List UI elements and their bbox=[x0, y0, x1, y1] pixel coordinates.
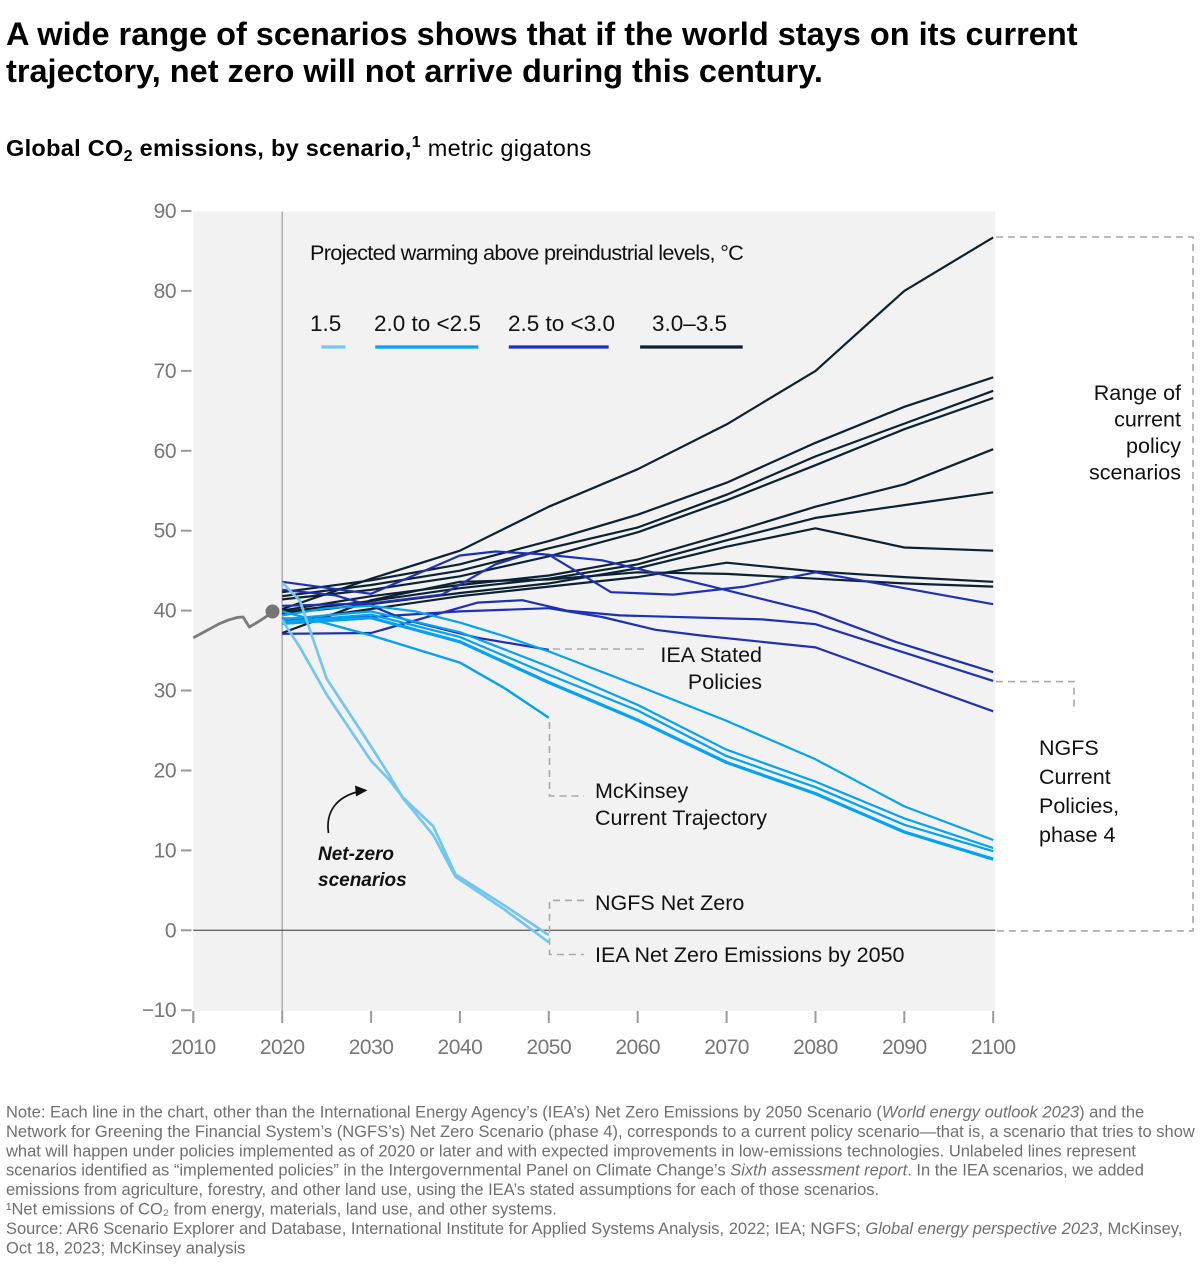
svg-text:policy: policy bbox=[1126, 434, 1181, 458]
svg-text:what will happen under policie: what will happen under policies implemen… bbox=[5, 1142, 1136, 1160]
svg-text:70: 70 bbox=[154, 360, 176, 383]
svg-text:2060: 2060 bbox=[615, 1036, 660, 1059]
svg-text:Current: Current bbox=[1039, 765, 1111, 789]
svg-text:Note: Each line in the chart,: Note: Each line in the chart, other than… bbox=[6, 1104, 1144, 1122]
svg-text:2030: 2030 bbox=[349, 1036, 394, 1059]
svg-text:30: 30 bbox=[154, 680, 176, 703]
svg-text:Net-zero: Net-zero bbox=[318, 844, 394, 865]
svg-text:Policies: Policies bbox=[688, 670, 762, 694]
svg-text:¹Net emissions of CO₂ from ene: ¹Net emissions of CO₂ from energy, mater… bbox=[6, 1201, 557, 1219]
svg-text:NGFS: NGFS bbox=[1039, 736, 1099, 760]
svg-text:McKinsey: McKinsey bbox=[595, 779, 688, 803]
svg-text:Network for Greening the Finan: Network for Greening the Financial Syste… bbox=[6, 1123, 1195, 1141]
svg-text:2010: 2010 bbox=[171, 1036, 216, 1059]
svg-text:IEA Net Zero Emissions by 2050: IEA Net Zero Emissions by 2050 bbox=[595, 943, 905, 967]
svg-text:2.0 to <2.5: 2.0 to <2.5 bbox=[374, 311, 481, 336]
svg-text:80: 80 bbox=[154, 280, 176, 303]
svg-text:emissions from agriculture, fo: emissions from agriculture, forestry, an… bbox=[6, 1181, 879, 1199]
svg-text:2070: 2070 bbox=[704, 1036, 749, 1059]
svg-text:2.5 to <3.0: 2.5 to <3.0 bbox=[508, 311, 615, 336]
svg-text:2080: 2080 bbox=[793, 1036, 838, 1059]
svg-text:40: 40 bbox=[154, 600, 176, 623]
svg-text:Current Trajectory: Current Trajectory bbox=[595, 806, 767, 830]
svg-text:0: 0 bbox=[165, 919, 176, 942]
svg-text:scenarios: scenarios bbox=[1089, 461, 1181, 485]
svg-text:scenarios identified as “imple: scenarios identified as “implemented pol… bbox=[6, 1162, 1144, 1180]
svg-text:2100: 2100 bbox=[971, 1036, 1016, 1059]
svg-text:90: 90 bbox=[154, 200, 176, 223]
svg-text:20: 20 bbox=[154, 760, 176, 783]
svg-text:IEA Stated: IEA Stated bbox=[660, 643, 762, 667]
svg-text:2050: 2050 bbox=[526, 1036, 571, 1059]
svg-text:Source: AR6 Scenario Explorer: Source: AR6 Scenario Explorer and Databa… bbox=[6, 1220, 1182, 1238]
svg-text:10: 10 bbox=[154, 839, 176, 862]
svg-text:2040: 2040 bbox=[438, 1036, 483, 1059]
svg-text:Global CO2 emissions, by scena: Global CO2 emissions, by scenario,1 metr… bbox=[6, 134, 592, 165]
svg-text:phase 4: phase 4 bbox=[1039, 823, 1116, 847]
svg-text:A wide range of scenarios show: A wide range of scenarios shows that if … bbox=[6, 16, 1078, 52]
svg-text:−10: −10 bbox=[142, 999, 176, 1022]
svg-text:3.0–3.5: 3.0–3.5 bbox=[652, 311, 727, 336]
svg-text:2090: 2090 bbox=[882, 1036, 927, 1059]
svg-text:2020: 2020 bbox=[260, 1036, 305, 1059]
svg-text:1.5: 1.5 bbox=[310, 311, 341, 336]
svg-text:Policies,: Policies, bbox=[1039, 794, 1119, 818]
svg-text:Projected warming above preind: Projected warming above preindustrial le… bbox=[310, 240, 743, 265]
svg-text:NGFS Net Zero: NGFS Net Zero bbox=[595, 891, 744, 915]
svg-text:scenarios: scenarios bbox=[318, 870, 407, 891]
svg-text:Oct 18, 2023; McKinsey analysi: Oct 18, 2023; McKinsey analysis bbox=[6, 1239, 245, 1257]
svg-text:50: 50 bbox=[154, 520, 176, 543]
svg-text:60: 60 bbox=[154, 440, 176, 463]
svg-text:current: current bbox=[1114, 408, 1181, 432]
svg-text:Range of: Range of bbox=[1094, 381, 1181, 405]
svg-text:trajectory, net zero will not: trajectory, net zero will not arrive dur… bbox=[6, 53, 823, 89]
